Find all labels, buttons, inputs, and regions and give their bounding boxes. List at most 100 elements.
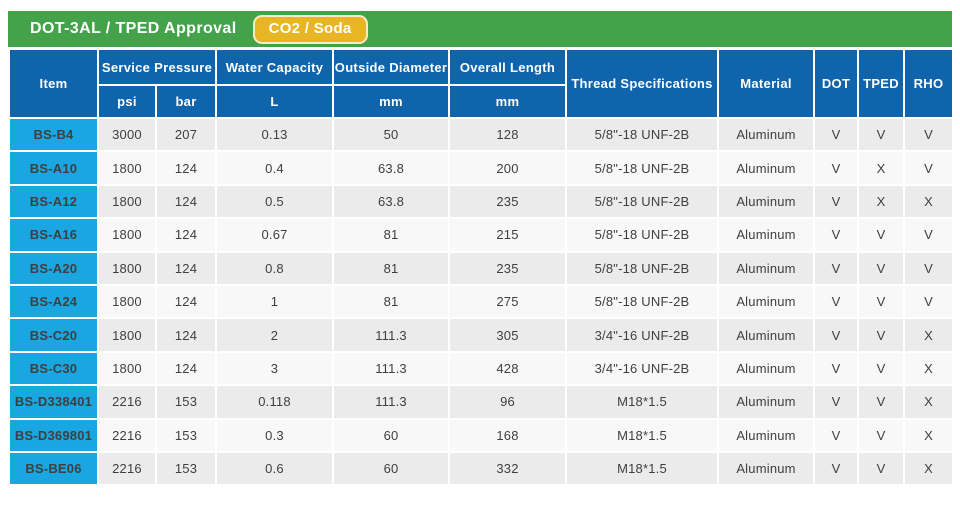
cell-rho: V	[903, 283, 955, 320]
cell-overall-length: 332	[448, 450, 568, 487]
category-badge: CO2 / Soda	[252, 14, 368, 44]
cell-psi: 1800	[97, 217, 157, 253]
cell-tped: V	[857, 350, 906, 387]
item-cell: BS-A20	[8, 250, 99, 286]
cell-thread-spec: 5/8"-18 UNF-2B	[565, 250, 720, 286]
cell-rho: X	[903, 450, 955, 487]
cell-tped: V	[857, 217, 906, 253]
col-header-thread-specifications: Thread Specifications	[565, 48, 720, 119]
cell-tped: V	[857, 384, 906, 420]
col-header-tped: TPED	[857, 48, 906, 119]
cell-water-capacity: 1	[215, 283, 335, 320]
table-row: BS-D338401 2216 153 0.118 111.3 96 M18*1.5 Alum…	[8, 384, 955, 420]
cell-rho: V	[903, 116, 955, 153]
cell-water-capacity: 0.5	[215, 183, 335, 220]
cell-water-capacity: 0.6	[215, 450, 335, 487]
cell-material: Aluminum	[717, 317, 816, 353]
cell-material: Aluminum	[717, 450, 816, 487]
cell-thread-spec: 5/8"-18 UNF-2B	[565, 217, 720, 253]
cell-psi: 3000	[97, 116, 157, 153]
cell-bar: 124	[154, 350, 218, 387]
cell-psi: 2216	[97, 450, 157, 487]
cell-outside-diameter: 111.3	[332, 350, 451, 387]
cell-rho: V	[903, 217, 955, 253]
table-row: BS-A24 1800 124 1 81 275 5/8"-18 UNF-2B Aluminu…	[8, 283, 955, 320]
cell-dot: V	[813, 116, 860, 153]
cell-bar: 153	[154, 384, 218, 420]
cell-thread-spec: M18*1.5	[565, 417, 720, 453]
cell-tped: X	[857, 150, 906, 186]
cell-outside-diameter: 81	[332, 250, 451, 286]
item-cell: BS-C30	[8, 350, 99, 387]
cell-dot: V	[813, 417, 860, 453]
cell-tped: V	[857, 450, 906, 487]
cell-water-capacity: 0.8	[215, 250, 335, 286]
cell-thread-spec: 3/4"-16 UNF-2B	[565, 350, 720, 387]
cell-psi: 1800	[97, 350, 157, 387]
cell-dot: V	[813, 183, 860, 220]
col-header-rho: RHO	[903, 48, 955, 119]
table-row: BS-A12 1800 124 0.5 63.8 235 5/8"-18 UNF-2B Alu…	[8, 183, 955, 220]
cell-overall-length: 200	[448, 150, 568, 186]
col-header-psi: psi	[97, 84, 157, 119]
cell-bar: 124	[154, 150, 218, 186]
cell-material: Aluminum	[717, 217, 816, 253]
item-cell: BS-A12	[8, 183, 99, 220]
cell-rho: X	[903, 417, 955, 453]
cell-dot: V	[813, 317, 860, 353]
cell-bar: 124	[154, 183, 218, 220]
item-cell: BS-A16	[8, 217, 99, 253]
item-cell: BS-C20	[8, 317, 99, 353]
cell-water-capacity: 3	[215, 350, 335, 387]
cell-outside-diameter: 111.3	[332, 384, 451, 420]
cell-dot: V	[813, 150, 860, 186]
cell-psi: 1800	[97, 317, 157, 353]
item-cell: BS-BE06	[8, 450, 99, 487]
cell-rho: V	[903, 250, 955, 286]
cell-bar: 124	[154, 283, 218, 320]
cell-overall-length: 235	[448, 183, 568, 220]
col-header-bar: bar	[154, 84, 218, 119]
cell-psi: 1800	[97, 250, 157, 286]
cell-overall-length: 428	[448, 350, 568, 387]
title-bar: DOT-3AL / TPED Approval CO2 / Soda	[8, 11, 952, 47]
table-body: BS-B4 3000 207 0.13 50 128 5/8"-18 UNF-2B Alumi…	[8, 116, 955, 487]
item-cell: BS-A24	[8, 283, 99, 320]
col-header-overall-length-unit: mm	[448, 84, 568, 119]
cell-dot: V	[813, 217, 860, 253]
cell-bar: 153	[154, 417, 218, 453]
cell-overall-length: 275	[448, 283, 568, 320]
cell-psi: 2216	[97, 417, 157, 453]
cell-outside-diameter: 81	[332, 217, 451, 253]
table-row: BS-BE06 2216 153 0.6 60 332 M18*1.5 Aluminum V V X	[8, 450, 955, 487]
cell-outside-diameter: 81	[332, 283, 451, 320]
cell-material: Aluminum	[717, 116, 816, 153]
col-header-dot: DOT	[813, 48, 860, 119]
cell-water-capacity: 0.3	[215, 417, 335, 453]
cell-dot: V	[813, 350, 860, 387]
cell-tped: X	[857, 183, 906, 220]
cell-tped: V	[857, 250, 906, 286]
cell-dot: V	[813, 450, 860, 487]
table-row: BS-A20 1800 124 0.8 81 235 5/8"-18 UNF-2B Alumi…	[8, 250, 955, 286]
cell-water-capacity: 0.4	[215, 150, 335, 186]
cell-thread-spec: 3/4"-16 UNF-2B	[565, 317, 720, 353]
col-header-outside-diameter: Outside Diameter	[332, 48, 451, 86]
col-header-water-capacity: Water Capacity	[215, 48, 335, 86]
cell-outside-diameter: 50	[332, 116, 451, 153]
cell-material: Aluminum	[717, 384, 816, 420]
cell-material: Aluminum	[717, 283, 816, 320]
col-header-water-capacity-unit: L	[215, 84, 335, 119]
cell-tped: V	[857, 417, 906, 453]
item-cell: BS-D369801	[8, 417, 99, 453]
cell-outside-diameter: 60	[332, 417, 451, 453]
cell-water-capacity: 0.67	[215, 217, 335, 253]
cell-overall-length: 168	[448, 417, 568, 453]
cell-material: Aluminum	[717, 250, 816, 286]
cell-dot: V	[813, 283, 860, 320]
cell-overall-length: 128	[448, 116, 568, 153]
cell-thread-spec: 5/8"-18 UNF-2B	[565, 183, 720, 220]
cell-bar: 207	[154, 116, 218, 153]
col-header-overall-length: Overall Length	[448, 48, 568, 86]
cell-outside-diameter: 63.8	[332, 150, 451, 186]
